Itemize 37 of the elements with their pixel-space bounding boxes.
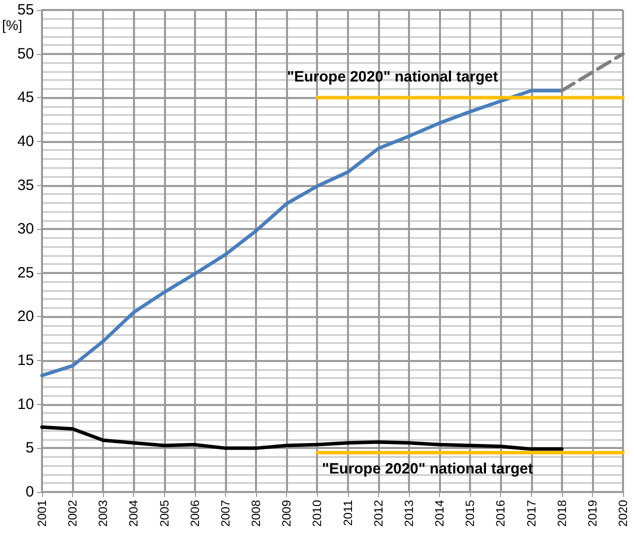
x-tick-label: 2012 [371,500,386,527]
y-tick-label: 40 [17,132,34,150]
x-tick-label: 2002 [66,500,80,527]
x-tick-label: 2019 [585,500,600,527]
annotation: "Europe 2020" national target [322,460,533,478]
annotation: "Europe 2020" national target [287,68,498,86]
x-tick-label: 2003 [96,500,110,527]
x-tick-label: 2005 [157,500,172,527]
x-tick-label: 2016 [494,500,508,527]
y-tick-label: 10 [17,396,34,413]
x-tick-label: 2008 [249,500,264,527]
y-tick-label: 35 [17,176,34,194]
y-tick-label: 55 [17,2,34,18]
x-tick-label: 2011 [340,500,355,526]
x-tick-label: 2006 [188,500,202,527]
y-tick-label: 15 [17,352,34,370]
x-tick-label: 2007 [218,500,232,527]
x-tick-label: 2010 [310,500,324,527]
y-tick-label: 5 [26,440,34,457]
x-tick-label: 2001 [35,500,49,527]
y-tick-label: 0 [26,484,34,500]
x-tick-label: 2004 [126,500,141,527]
y-tick-label: 45 [17,89,34,106]
line-series [40,425,564,451]
line-series [40,88,564,378]
x-tick-label: 2009 [280,500,294,527]
x-tick-label: 2017 [524,500,538,527]
y-tick-label: 30 [17,220,34,238]
x-tick-label: 2018 [554,500,569,527]
x-tick-label: 2020 [616,500,630,527]
y-tick-label: 20 [17,308,34,326]
x-tick-label: 2013 [402,500,416,527]
y-tick-label: 50 [17,45,34,62]
x-tick-label: 2015 [463,500,478,527]
y-tick-label: 25 [17,264,34,282]
x-tick-label: 2014 [432,500,447,527]
y-axis-title: [%] [2,17,22,33]
